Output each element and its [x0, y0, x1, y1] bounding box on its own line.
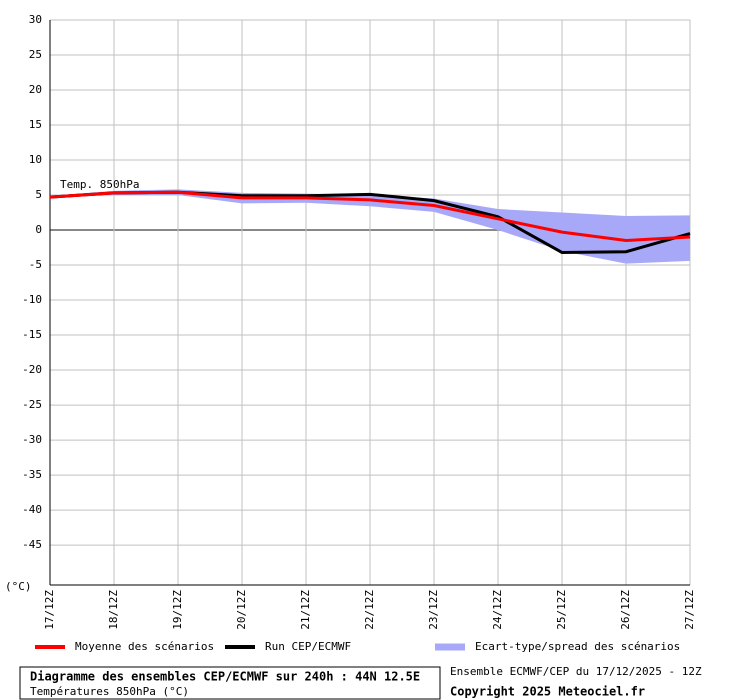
- spread-band: [50, 189, 690, 264]
- footer-run: Ensemble ECMWF/CEP du 17/12/2025 - 12Z: [450, 665, 702, 678]
- annotation: Temp. 850hPa: [60, 178, 139, 191]
- footer-box: [19, 666, 441, 700]
- y-tick-label: 20: [29, 83, 42, 96]
- y-tick-label: -5: [29, 258, 42, 271]
- x-tick-label: 18/12Z: [107, 590, 120, 630]
- y-tick-label: -45: [22, 538, 42, 551]
- y-tick-label: 25: [29, 48, 42, 61]
- y-tick-label: -40: [22, 503, 42, 516]
- x-tick-label: 25/12Z: [555, 590, 568, 630]
- y-tick-label: -25: [22, 398, 42, 411]
- footer-subtitle: Températures 850hPa (°C): [30, 685, 189, 698]
- x-tick-label: 21/12Z: [299, 590, 312, 630]
- y-tick-label: -20: [22, 363, 42, 376]
- y-tick-label: -35: [22, 468, 42, 481]
- y-tick-label: 0: [35, 223, 42, 236]
- legend-label: Run CEP/ECMWF: [265, 640, 351, 653]
- y-tick-label: -30: [22, 433, 42, 446]
- series-line: [49, 190, 691, 243]
- x-tick-label: 23/12Z: [427, 590, 440, 630]
- x-tick-label: 26/12Z: [619, 590, 632, 630]
- legend-label: Ecart-type/spread des scénarios: [475, 640, 680, 653]
- footer-copyright: Copyright 2025 Meteociel.fr: [450, 685, 645, 699]
- footer-title: Diagramme des ensembles CEP/ECMWF sur 24…: [30, 670, 420, 684]
- x-tick-label: 19/12Z: [171, 590, 184, 630]
- unit-label: (°C): [5, 580, 32, 593]
- x-tick-label: 27/12Z: [683, 590, 696, 630]
- y-tick-label: 5: [35, 188, 42, 201]
- x-tick-label: 24/12Z: [491, 590, 504, 630]
- y-tick-label: 30: [29, 13, 42, 26]
- x-tick-label: 17/12Z: [43, 590, 56, 630]
- x-tick-label: 20/12Z: [235, 590, 248, 630]
- y-tick-label: -15: [22, 328, 42, 341]
- x-tick-label: 22/12Z: [363, 590, 376, 630]
- y-tick-label: -10: [22, 293, 42, 306]
- y-tick-label: 10: [29, 153, 42, 166]
- y-tick-label: 15: [29, 118, 42, 131]
- legend-label: Moyenne des scénarios: [75, 640, 214, 653]
